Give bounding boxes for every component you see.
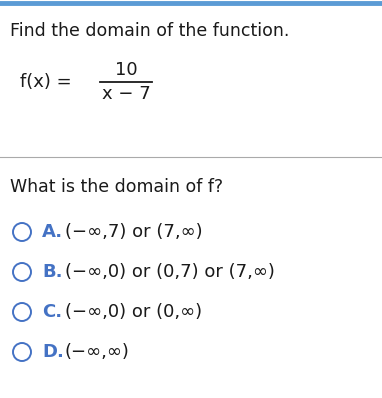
Text: (−∞,7) or (7,∞): (−∞,7) or (7,∞)	[65, 223, 202, 241]
Text: (−∞,0) or (0,7) or (7,∞): (−∞,0) or (0,7) or (7,∞)	[65, 263, 275, 281]
Text: B.: B.	[42, 263, 63, 281]
Text: D.: D.	[42, 343, 64, 361]
Text: What is the domain of f?: What is the domain of f?	[10, 178, 223, 196]
Text: A.: A.	[42, 223, 63, 241]
Text: x − 7: x − 7	[102, 85, 151, 103]
Text: C.: C.	[42, 303, 62, 321]
Text: 10: 10	[115, 61, 137, 79]
Text: Find the domain of the function.: Find the domain of the function.	[10, 22, 290, 40]
Text: (−∞,∞): (−∞,∞)	[65, 343, 130, 361]
Text: (−∞,0) or (0,∞): (−∞,0) or (0,∞)	[65, 303, 202, 321]
Text: f(x) =: f(x) =	[20, 73, 72, 91]
